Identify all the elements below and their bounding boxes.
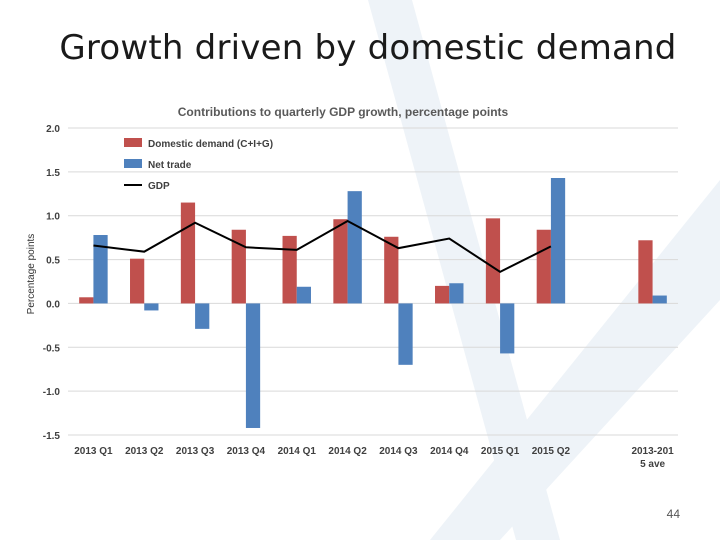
- bar-net-trade: [398, 303, 413, 365]
- y-tick-label: -0.5: [43, 343, 61, 354]
- legend-swatch: [124, 159, 142, 168]
- legend-label: Net trade: [148, 160, 192, 171]
- bar-domestic-demand: [130, 258, 145, 304]
- x-tick-label: 2015 Q2: [532, 446, 571, 457]
- bar-net-trade: [144, 303, 159, 311]
- legend-swatch: [124, 138, 142, 147]
- x-tick-label: 2014 Q4: [430, 446, 469, 457]
- y-tick-label: 2.0: [46, 124, 60, 135]
- bar-net-trade: [245, 303, 261, 428]
- y-tick-label: -1.0: [43, 387, 61, 398]
- bar-domestic-demand: [485, 218, 501, 304]
- bar-net-trade: [347, 191, 362, 304]
- x-tick-label: 2014 Q1: [278, 446, 317, 457]
- y-axis-label: Percentage points: [26, 234, 37, 315]
- y-tick-label: -1.5: [43, 431, 61, 442]
- bar-net-trade: [652, 295, 667, 304]
- x-tick-label: 2014 Q2: [328, 446, 367, 457]
- x-tick-label: 2014 Q3: [379, 446, 418, 457]
- x-tick-label: 2013 Q4: [227, 446, 266, 457]
- bar-domestic-demand: [333, 219, 348, 304]
- y-tick-label: 1.0: [46, 212, 60, 223]
- bar-net-trade: [449, 283, 464, 304]
- bar-domestic-demand: [79, 297, 94, 304]
- gdp-line-layer: [93, 219, 552, 274]
- x-tick-label: 2013-201 5 ave: [631, 446, 674, 470]
- y-tick-label: 0.5: [46, 256, 60, 267]
- background-mark-left-stroke: [368, 0, 560, 540]
- x-tick-label: 2013 Q3: [176, 446, 215, 457]
- bar-net-trade: [550, 177, 566, 304]
- y-tick-label: 1.5: [46, 168, 60, 179]
- bar-domestic-demand: [435, 285, 450, 304]
- bar-domestic-demand: [384, 236, 399, 304]
- bar-net-trade: [195, 303, 210, 329]
- bar-domestic-demand: [282, 235, 297, 304]
- bar-net-trade: [296, 286, 311, 304]
- x-tick-label: 2013 Q2: [125, 446, 164, 457]
- legend: Domestic demand (C+I+G) Net trade GDP: [124, 138, 273, 192]
- bars: [79, 177, 667, 428]
- bar-domestic-demand: [536, 229, 551, 304]
- bar-net-trade: [500, 303, 515, 354]
- y-tick-label: 0.0: [46, 299, 60, 310]
- page-number: 44: [666, 507, 680, 521]
- bar-domestic-demand: [638, 240, 653, 304]
- slide-title: Growth driven by domestic demand: [59, 28, 677, 68]
- x-tick-label: 2013 Q1: [74, 446, 113, 457]
- bar-net-trade: [93, 235, 108, 304]
- bar-domestic-demand: [231, 229, 246, 304]
- chart-title: Contributions to quarterly GDP growth, p…: [178, 105, 509, 119]
- x-tick-label: 2015 Q1: [481, 446, 520, 457]
- x-axis-ticks: 2013 Q1 2013 Q2 2013 Q3 2013 Q4 2014 Q1 2014 …: [74, 446, 674, 470]
- y-axis-ticks: -1.5 -1.0 -0.5 0.0 0.5 1.0 1.5 2.0: [43, 124, 61, 442]
- legend-label: Domestic demand (C+I+G): [148, 139, 273, 150]
- gridlines: [68, 127, 678, 436]
- bar-domestic-demand: [180, 202, 196, 304]
- gdp-line: [93, 219, 552, 274]
- legend-label: GDP: [148, 181, 170, 192]
